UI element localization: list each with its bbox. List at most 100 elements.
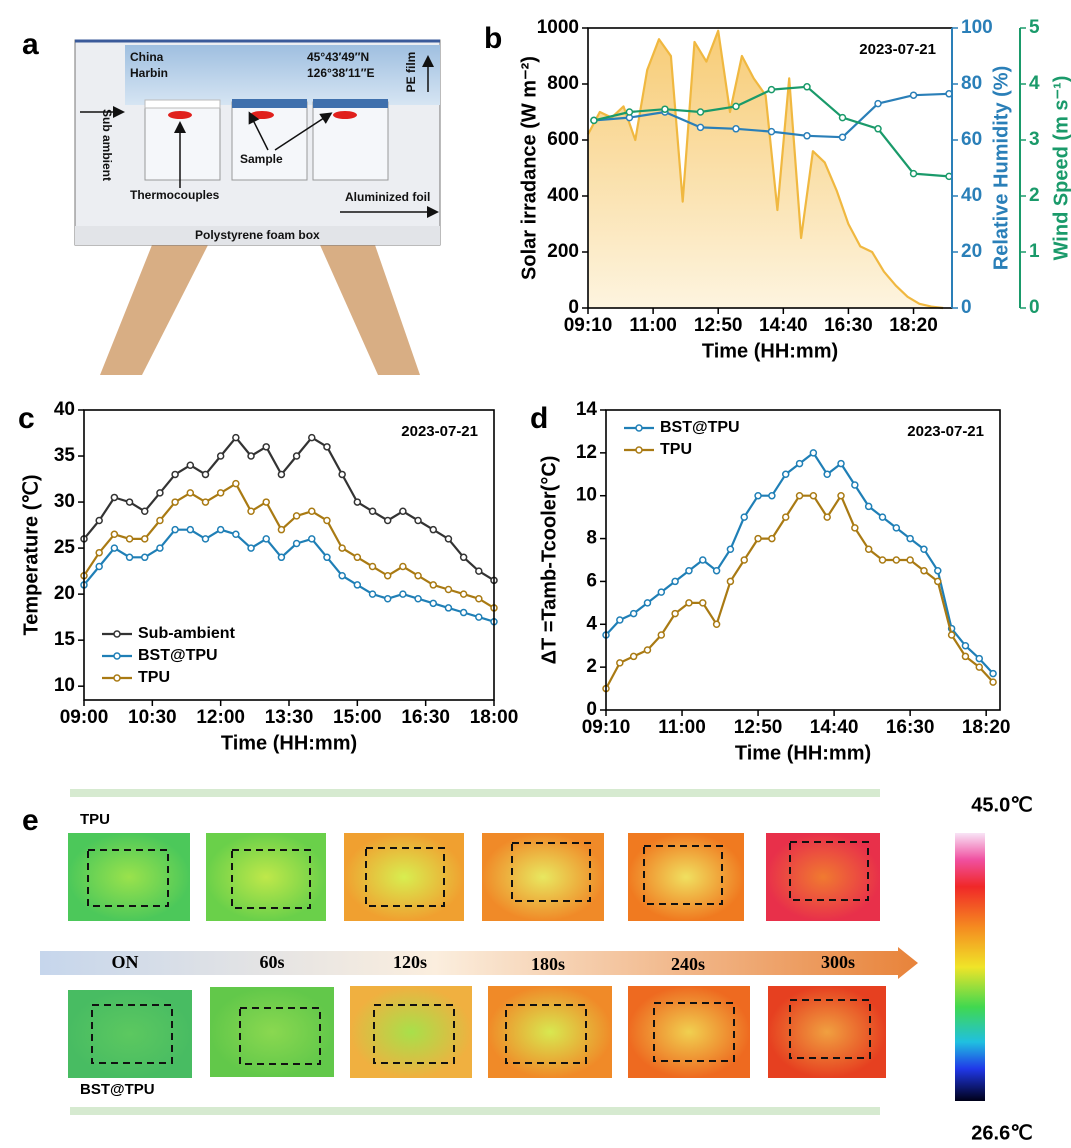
- y-tick-label: 0: [1029, 297, 1040, 318]
- point: [125, 553, 134, 562]
- y-tick-label: 60: [961, 129, 982, 150]
- legend-label: TPU: [660, 441, 692, 458]
- thermocouples-label: Thermocouples: [130, 188, 220, 202]
- point: [892, 556, 901, 564]
- point: [186, 489, 195, 497]
- point: [232, 433, 240, 442]
- point: [920, 566, 928, 575]
- point: [95, 516, 103, 525]
- point: [795, 459, 804, 468]
- colorbar-max: 45.0℃: [971, 794, 1032, 816]
- point: [399, 507, 407, 516]
- panel-label: c: [18, 402, 35, 435]
- point: [732, 125, 740, 133]
- point: [201, 535, 210, 543]
- y-tick-label: 30: [54, 491, 75, 512]
- cover: [144, 99, 221, 109]
- point: [975, 663, 984, 671]
- point: [699, 599, 707, 607]
- point: [874, 125, 882, 133]
- area: [588, 30, 944, 309]
- point: [961, 641, 970, 650]
- x-axis-label: Time (HH:mm): [735, 742, 871, 764]
- point: [803, 83, 811, 91]
- y-tick-label: 5: [1029, 17, 1040, 38]
- point: [909, 91, 918, 99]
- dashed-box: [789, 999, 871, 1059]
- colorbar: [955, 833, 985, 1101]
- thermal-image: [350, 986, 472, 1078]
- thermocouple: [168, 111, 192, 119]
- row-label: TPU: [80, 811, 110, 828]
- foil-label: Aluminized foil: [345, 190, 430, 204]
- point: [140, 535, 149, 543]
- easel-leg: [100, 245, 208, 375]
- point: [781, 513, 790, 521]
- point: [323, 443, 331, 451]
- point: [781, 470, 790, 479]
- point: [809, 491, 818, 500]
- point: [696, 123, 705, 132]
- x-tick-label: 16:30: [824, 315, 873, 336]
- point: [292, 512, 301, 520]
- y-tick-label: 0: [586, 699, 597, 720]
- point: [383, 594, 392, 603]
- point: [292, 452, 301, 460]
- y-tick-label: 1: [1029, 241, 1040, 262]
- point: [247, 452, 255, 460]
- point: [277, 553, 286, 562]
- row-label: BST@TPU: [80, 1081, 155, 1098]
- sample-label: Sample: [240, 152, 283, 166]
- annotation: 2023-07-21: [907, 423, 984, 440]
- x-tick-label: 12:50: [734, 717, 783, 738]
- x-tick-label: 16:30: [401, 707, 450, 728]
- x-tick-label: 14:40: [810, 717, 859, 738]
- point: [616, 659, 624, 667]
- point: [795, 491, 804, 500]
- point: [308, 535, 316, 543]
- y-axis-label: Solar irradance (W m⁻²): [518, 56, 540, 280]
- point: [874, 99, 882, 108]
- x-tick-label: 18:20: [962, 717, 1011, 738]
- y-tick-label: 600: [547, 129, 579, 150]
- point: [475, 567, 483, 575]
- easel-leg: [320, 245, 420, 375]
- series-line: [605, 451, 994, 675]
- y-tick-label: 25: [54, 537, 76, 558]
- point: [643, 646, 652, 654]
- point: [140, 553, 149, 562]
- dashed-box: [87, 849, 169, 907]
- point: [383, 516, 392, 525]
- x-tick-label: 14:40: [759, 315, 808, 336]
- point: [768, 491, 776, 500]
- y-tick-label: 400: [547, 185, 579, 206]
- y-axis-label: Temperature (℃): [20, 474, 42, 635]
- x-axis-label: Time (HH:mm): [221, 732, 357, 754]
- box-base: [75, 226, 440, 245]
- annotation: 2023-07-21: [401, 423, 478, 440]
- y-tick-label: 1000: [537, 17, 579, 38]
- point: [262, 498, 270, 506]
- x-tick-label: 12:00: [196, 707, 245, 728]
- y-tick-label: 8: [586, 528, 597, 549]
- y-tick-label: 2: [586, 656, 597, 677]
- point: [767, 85, 776, 94]
- colorbar-min: 26.6℃: [971, 1122, 1032, 1144]
- point: [95, 562, 103, 571]
- time-label: 240s: [671, 954, 705, 974]
- point: [823, 513, 831, 521]
- thermal-image: [68, 833, 190, 921]
- x-tick-label: 18:20: [889, 315, 938, 336]
- thermal-panel: TPU BST@TPU ON 60s 120s 180s 240s 300s 4…: [40, 789, 1033, 1144]
- pe-film-label: PE film: [404, 52, 418, 93]
- y-tick-label: 12: [576, 442, 597, 463]
- point: [699, 556, 707, 564]
- y-tick-label: 80: [961, 73, 982, 94]
- point: [399, 590, 407, 598]
- legend-marker: [113, 630, 121, 638]
- x-tick-label: 09:10: [582, 717, 631, 738]
- point: [414, 516, 422, 525]
- point: [767, 127, 776, 136]
- point: [277, 470, 286, 479]
- y-tick-label: 3: [1029, 129, 1040, 150]
